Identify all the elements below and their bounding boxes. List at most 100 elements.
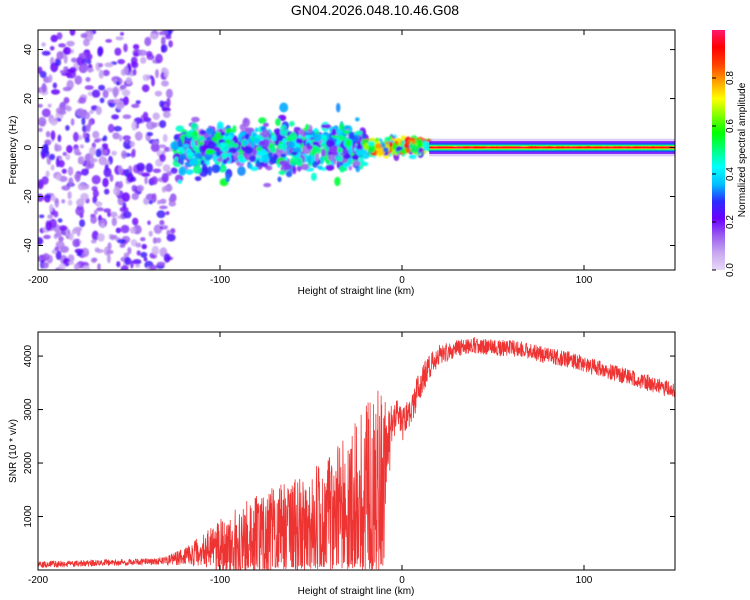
heatmap-blob (161, 36, 166, 46)
heatmap-blob (150, 143, 160, 152)
heatmap-blob (38, 237, 44, 246)
heatmap-speck (603, 146, 611, 149)
heatmap-blob (296, 157, 303, 167)
heatmap-blob (199, 130, 207, 135)
heatmap-blob (124, 257, 132, 265)
heatmap-blob (85, 77, 91, 82)
heatmap-blob (422, 141, 432, 151)
heatmap-blob (117, 239, 126, 244)
chart-title: GN04.2026.048.10.46.G08 (290, 2, 460, 18)
heatmap-blob (278, 170, 286, 176)
heatmap-speck (443, 146, 451, 149)
heatmap-blob (151, 122, 158, 128)
heatmap-blob (121, 89, 131, 97)
heatmap-blob (159, 120, 167, 129)
heatmap-speck (565, 146, 571, 149)
heatmap-blob (86, 58, 92, 65)
heatmap-blob (82, 265, 91, 270)
heatmap-speck (480, 146, 486, 149)
heatmap-blob (71, 57, 78, 63)
heatmap-blob (205, 127, 214, 136)
heatmap-blob (289, 157, 298, 166)
snr-xtick-label: 0 (399, 575, 405, 586)
heatmap-speck (631, 146, 641, 149)
heatmap-blob (292, 165, 297, 175)
heatmap-blob (121, 192, 130, 202)
heatmap-blob (41, 108, 51, 118)
heatmap-blob (109, 211, 118, 218)
heatmap-blob (331, 134, 339, 139)
heatmap-blob (65, 153, 71, 161)
heatmap-blob (180, 148, 185, 154)
heatmap-blob (42, 253, 50, 261)
heatmap-blob (352, 160, 361, 167)
heatmap-blob (135, 264, 141, 268)
heatmap-blob (295, 138, 304, 144)
heatmap-blob (248, 163, 253, 169)
heatmap-blob (182, 143, 189, 148)
heatmap-blob (368, 141, 375, 147)
heatmap-blob (54, 144, 62, 152)
colorbar-tick-label: 0.2 (725, 215, 736, 229)
heatmap-blob (194, 176, 202, 182)
heatmap-blob (107, 211, 111, 218)
heatmap-blob (345, 139, 352, 147)
heatmap-blob (232, 125, 237, 133)
heatmap-blob (336, 102, 341, 113)
heatmap-blob (119, 84, 127, 90)
heatmap-blob (111, 217, 118, 227)
heatmap-blob (146, 132, 154, 137)
heatmap-blob (136, 250, 141, 256)
heatmap-blob (152, 140, 159, 145)
heatmap-blob (162, 110, 171, 119)
heatmap-blob (317, 165, 323, 170)
snr-xtick-label: 100 (576, 575, 593, 586)
heatmap-blob (63, 97, 70, 104)
heatmap-blob (405, 147, 411, 153)
heatmap-blob (287, 141, 295, 148)
heatmap-blob (131, 103, 140, 108)
heatmap-speck (653, 146, 659, 149)
heatmap-blob (170, 228, 176, 234)
heatmap-speck (571, 146, 577, 149)
heatmap-blob (123, 43, 128, 53)
heatmap-blob (49, 204, 54, 212)
heatmap-blob (90, 239, 97, 244)
heatmap-blob (90, 215, 97, 224)
heatmap-blob (178, 166, 187, 176)
heatmap-blob (107, 123, 115, 133)
heatmap-speck (555, 146, 563, 149)
heatmap-blob (83, 38, 90, 47)
heatmap-blob (133, 52, 140, 57)
heatmap-blob (68, 260, 74, 265)
heatmap-blob (47, 214, 54, 219)
heatmap-blob (170, 141, 180, 151)
heatmap-blob (95, 106, 102, 115)
heatmap-blob (256, 146, 263, 152)
heatmap-blob (190, 140, 196, 148)
heatmap-blob (305, 135, 310, 140)
heatmap-blob (174, 156, 179, 161)
heatmap-blob (101, 137, 106, 142)
heatmap-blob (165, 88, 173, 99)
heatmap-blob (234, 143, 239, 148)
heatmap-blob (63, 66, 69, 71)
heatmap-blob (59, 225, 68, 231)
heatmap-blob (94, 201, 103, 207)
heatmap-blob (216, 157, 225, 162)
heatmap-blob (220, 131, 226, 136)
heatmap-blob (115, 227, 122, 234)
heatmap-blob (53, 210, 59, 218)
heatmap-blob (58, 160, 65, 168)
heatmap-blob (162, 134, 168, 143)
heatmap-blob (161, 150, 166, 155)
heatmap-speck (593, 146, 603, 149)
spectrogram-ytick-label: -40 (23, 238, 34, 253)
heatmap-blob (391, 142, 397, 150)
heatmap-blob (161, 80, 169, 87)
heatmap-speck (619, 146, 629, 149)
heatmap-blob (321, 124, 327, 129)
heatmap-blob (322, 136, 327, 144)
heatmap-blob (82, 185, 90, 190)
heatmap-blob (106, 87, 113, 93)
